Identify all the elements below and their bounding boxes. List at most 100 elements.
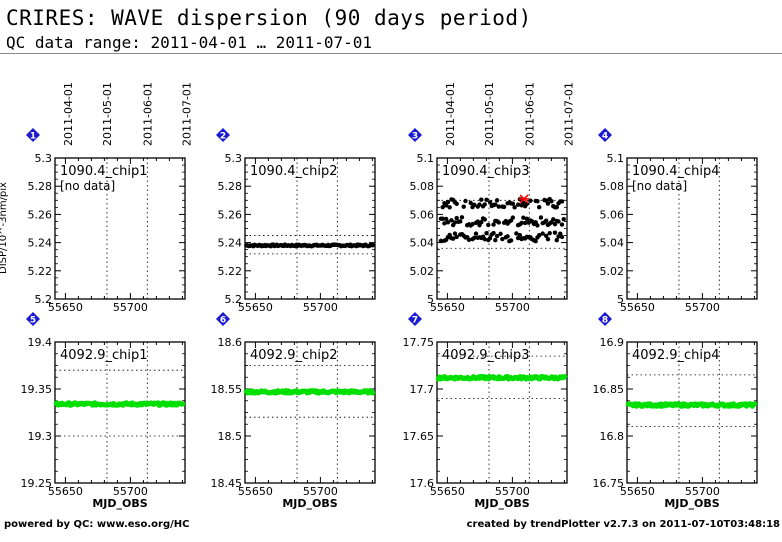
- plot-frame: [54, 341, 186, 484]
- data-point: [491, 222, 496, 227]
- data-point: [496, 220, 502, 225]
- data-point: [482, 217, 487, 222]
- x-tick-label: 55650: [48, 485, 83, 498]
- data-point: [466, 237, 472, 242]
- data-point: [443, 216, 449, 222]
- y-tick-label: 16.85: [593, 383, 625, 396]
- data-point: [440, 204, 445, 210]
- data-point: [556, 219, 561, 224]
- data-point: [551, 217, 556, 222]
- x-axis-label: MJD_OBS: [664, 497, 719, 510]
- panel-note: [no data]: [60, 179, 115, 193]
- data-point: [450, 236, 456, 241]
- y-tick-label: 5.2: [35, 293, 53, 306]
- data-point: [452, 231, 458, 236]
- data-point: [475, 219, 480, 224]
- panel-number-badge: [408, 312, 422, 326]
- data-point: [449, 218, 454, 223]
- panel-2: 5.2 5.22 5.24 5.26 5.28 5.3 55650 55700 2 1090.4_…: [216, 128, 376, 314]
- y-tick-label: 17.7: [410, 383, 435, 396]
- y-tick-label: 17.6: [410, 477, 435, 490]
- data-point: [510, 201, 516, 206]
- data-point: [508, 238, 514, 243]
- data-point: [491, 230, 496, 236]
- plot-frame: [436, 341, 568, 484]
- y-tick-label: 5.24: [28, 237, 53, 250]
- x-tick-label: 55700: [113, 485, 148, 498]
- y-tick-label: 18.45: [211, 477, 243, 490]
- x-tick-label: 55650: [48, 301, 83, 314]
- y-tick-label: 5.3: [225, 152, 243, 165]
- y-tick-label: 5.26: [28, 208, 53, 221]
- data-point: [536, 205, 542, 210]
- data-point: [447, 232, 452, 238]
- y-axis-label: DISP/10^-3nm/pix: [0, 182, 9, 274]
- top-date-label: 2011-05-01: [101, 82, 114, 146]
- data-point: [472, 202, 477, 207]
- x-tick-label: 55650: [430, 301, 465, 314]
- panel-label: 4092.9_chip2: [250, 348, 338, 363]
- y-tick-label: 5.1: [417, 152, 435, 165]
- y-tick-label: 19.3: [28, 430, 53, 443]
- data-point: [454, 234, 459, 240]
- data-point: [538, 215, 544, 220]
- panel-label: 1090.4_chip4: [632, 164, 720, 179]
- data-point: [512, 205, 517, 210]
- data-point: [533, 238, 538, 244]
- y-tick-label: 5.24: [218, 237, 243, 250]
- data-point: [370, 242, 375, 248]
- y-tick-label: 5.08: [600, 180, 625, 193]
- chart-subtitle: QC data range: 2011-04-01 … 2011-07-01: [6, 33, 373, 52]
- y-tick-label: 16.75: [593, 477, 625, 490]
- data-point: [522, 220, 528, 226]
- plot-frame: [244, 341, 376, 484]
- panel-number: 1: [30, 132, 36, 142]
- data-point: [519, 220, 524, 226]
- data-point: [458, 219, 463, 224]
- data-point: [517, 233, 523, 238]
- outlier-marker: [519, 194, 530, 204]
- y-tick-label: 5.04: [600, 237, 625, 250]
- data-point: [447, 205, 452, 210]
- y-tick-label: 5.2: [225, 293, 243, 306]
- data-point: [479, 220, 484, 225]
- data-point: [515, 202, 521, 207]
- plot-frame: [436, 157, 568, 300]
- data-point: [540, 231, 545, 236]
- y-tick-label: 5.3: [35, 152, 53, 165]
- data-point: [180, 401, 186, 407]
- y-tick-label: 16.8: [600, 430, 625, 443]
- data-point: [528, 198, 533, 203]
- panel-1: 5.2 5.22 5.24 5.26 5.28 5.3 55650 55700 2011-04-…: [0, 82, 193, 314]
- x-axis-label: MJD_OBS: [474, 497, 529, 510]
- x-axis-label: MJD_OBS: [92, 497, 147, 510]
- data-point: [514, 231, 519, 236]
- data-point: [554, 237, 559, 243]
- data-point: [544, 233, 549, 239]
- data-point: [438, 238, 444, 244]
- data-point: [452, 220, 458, 225]
- data-point: [461, 204, 466, 209]
- y-tick-label: 17.75: [403, 336, 435, 349]
- x-tick-label: 55650: [620, 485, 655, 498]
- data-point: [477, 202, 482, 207]
- data-point: [470, 221, 475, 227]
- y-tick-label: 5.08: [410, 180, 435, 193]
- footer-created: created by trendPlotter v2.7.3 on 2011-0…: [466, 519, 780, 530]
- top-date-label: 2011-06-01: [141, 82, 154, 146]
- data-point: [554, 204, 559, 210]
- top-date-label: 2011-07-01: [562, 82, 575, 146]
- plot-frame: [626, 341, 758, 484]
- data-point: [440, 216, 445, 221]
- x-tick-label: 55650: [430, 485, 465, 498]
- x-tick-label: 55650: [238, 301, 273, 314]
- panel-label: 1090.4_chip3: [442, 164, 530, 179]
- y-tick-label: 5.28: [218, 180, 243, 193]
- data-point: [535, 199, 540, 204]
- data-point: [535, 223, 540, 228]
- data-point: [521, 215, 526, 220]
